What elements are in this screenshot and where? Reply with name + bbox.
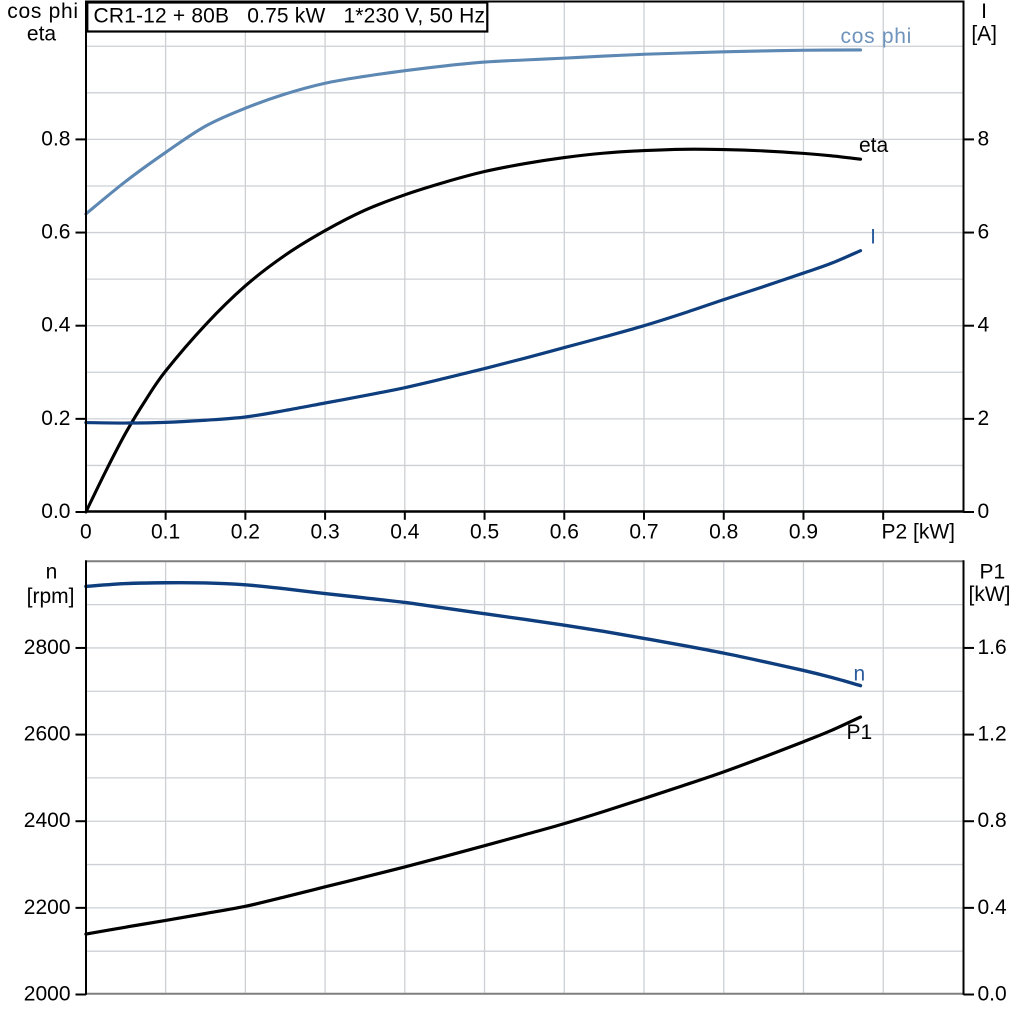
svg-text:0.6: 0.6 — [550, 520, 579, 543]
svg-text:0: 0 — [80, 520, 92, 543]
svg-text:0.4: 0.4 — [41, 314, 71, 337]
svg-text:6: 6 — [978, 221, 990, 244]
svg-text:2200: 2200 — [24, 896, 71, 919]
svg-text:0.2: 0.2 — [231, 520, 260, 543]
svg-text:8: 8 — [978, 127, 990, 150]
svg-text:2000: 2000 — [24, 983, 71, 1006]
svg-text:P2 [kW]: P2 [kW] — [882, 520, 956, 543]
svg-text:0.0: 0.0 — [978, 983, 1007, 1006]
svg-text:0.5: 0.5 — [470, 520, 499, 543]
svg-text:0: 0 — [978, 500, 990, 523]
svg-text:P1: P1 — [980, 560, 1006, 583]
svg-text:eta: eta — [27, 23, 57, 46]
svg-text:[A]: [A] — [971, 23, 997, 46]
svg-text:0.4: 0.4 — [978, 896, 1008, 919]
svg-text:[kW]: [kW] — [969, 583, 1011, 606]
svg-text:0.2: 0.2 — [41, 407, 70, 430]
svg-text:cos phi: cos phi — [841, 25, 912, 48]
svg-text:2: 2 — [978, 407, 990, 430]
svg-text:0.0: 0.0 — [41, 500, 70, 523]
svg-text:0.1: 0.1 — [151, 520, 180, 543]
svg-text:1.2: 1.2 — [978, 723, 1007, 746]
svg-text:2600: 2600 — [24, 723, 71, 746]
svg-text:eta: eta — [859, 134, 889, 157]
svg-text:0.8: 0.8 — [709, 520, 738, 543]
svg-text:cos phi: cos phi — [7, 0, 78, 23]
svg-text:CR1-12 + 80B 0.75 kW 1*230: CR1-12 + 80B 0.75 kW 1*230 V, 50 Hz — [94, 4, 486, 27]
svg-text:I: I — [981, 0, 987, 23]
svg-text:0.3: 0.3 — [310, 520, 339, 543]
svg-text:2400: 2400 — [24, 809, 71, 832]
svg-text:0.8: 0.8 — [41, 127, 70, 150]
svg-text:0.4: 0.4 — [390, 520, 420, 543]
svg-text:0.6: 0.6 — [41, 221, 70, 244]
svg-text:0.8: 0.8 — [978, 809, 1007, 832]
svg-text:0.7: 0.7 — [629, 520, 658, 543]
svg-text:[rpm]: [rpm] — [27, 585, 75, 608]
svg-text:P1: P1 — [847, 721, 873, 744]
svg-text:0.9: 0.9 — [789, 520, 818, 543]
svg-text:4: 4 — [978, 314, 990, 337]
svg-text:1.6: 1.6 — [978, 636, 1007, 659]
svg-text:n: n — [46, 560, 58, 583]
svg-text:I: I — [870, 226, 876, 249]
svg-text:2800: 2800 — [24, 636, 71, 659]
svg-text:n: n — [854, 663, 866, 686]
